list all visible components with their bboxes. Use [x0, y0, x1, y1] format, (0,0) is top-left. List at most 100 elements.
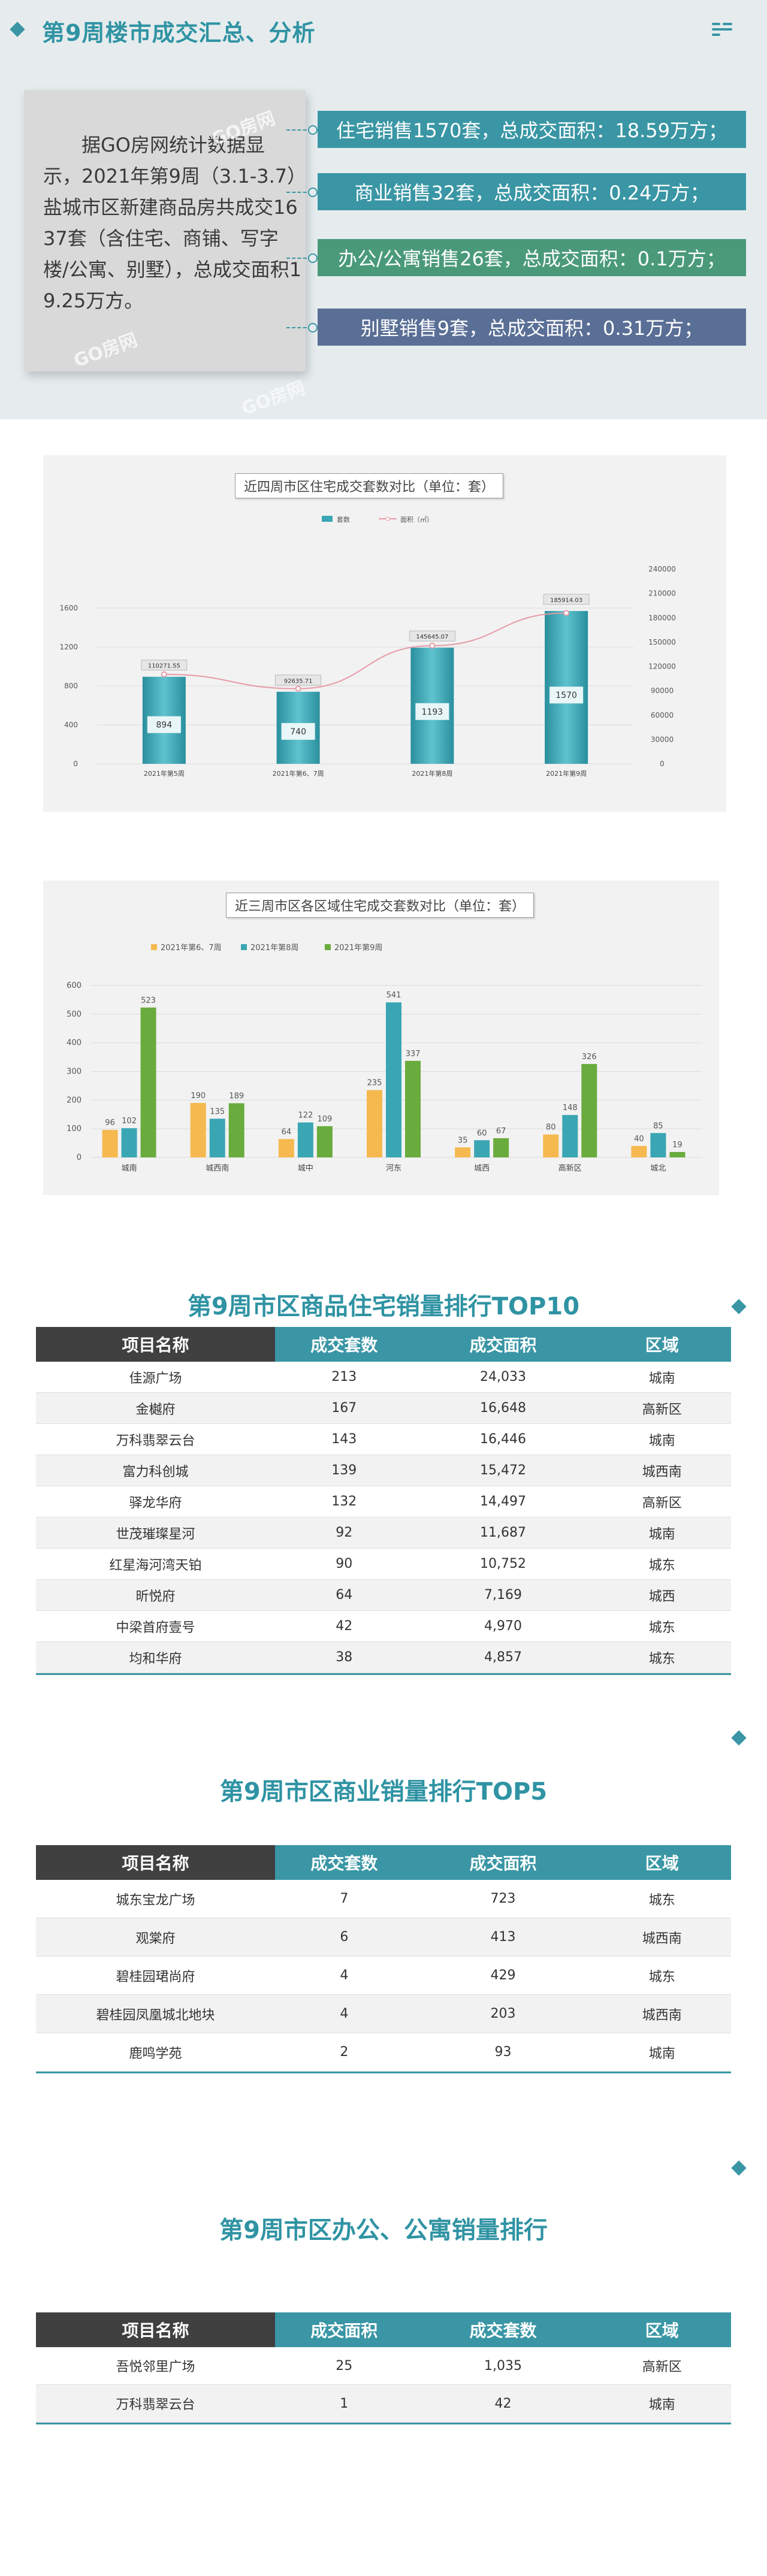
table-row: 昕悦府 64 7,169 城西 — [36, 1579, 731, 1611]
line-value-label: 145645.07 — [416, 634, 448, 640]
bar-value-label: 189 — [229, 1092, 244, 1101]
y-tick-right: 240000 — [648, 565, 676, 573]
table-cell: 7 — [275, 1880, 413, 1918]
table-cell: 132 — [274, 1486, 413, 1517]
stat-pill-commercial: 商业销售32套，总成交面积：0.24万方； — [318, 173, 746, 210]
table-cell: 139 — [274, 1455, 413, 1486]
chart-title: 近三周市区各区域住宅成交套数对比（单位：套） — [226, 893, 535, 918]
legend-label: 2021年第6、7周 — [161, 944, 222, 953]
table-cell: 城西南 — [593, 1994, 731, 2033]
x-tick-label: 2021年第9周 — [546, 769, 587, 778]
x-tick-label: 城西南 — [206, 1163, 229, 1173]
chart-title: 近四周市区住宅成交套数对比（单位：套） — [235, 473, 504, 498]
table-cell: 93 — [413, 2033, 593, 2072]
table-header-row: 项目名称 成交套数 成交面积 区域 — [36, 1845, 731, 1880]
table-row: 红星海河湾天铂 90 10,752 城东 — [36, 1548, 731, 1580]
table-cell: 4,970 — [413, 1610, 593, 1642]
y-tick-right: 0 — [660, 760, 665, 768]
legend-label: 2021年第9周 — [334, 944, 382, 953]
table-cell: 碧桂园凤凰城北地块 — [36, 1994, 276, 2033]
table-cell: 42 — [413, 2384, 593, 2423]
table-cell: 16,446 — [413, 1423, 593, 1455]
y-tick: 500 — [67, 1010, 81, 1019]
y-tick-left: 0 — [73, 760, 78, 768]
residential-top10-table: 项目名称 成交套数 成交面积 区域 佳源广场 213 24,033 城南 金樾府 167 16,64… — [36, 1327, 731, 1673]
table-cell: 2 — [275, 2033, 413, 2072]
table-cell: 高新区 — [593, 2347, 731, 2385]
legend-label-bar: 套数 — [337, 516, 350, 524]
table-row: 驿龙华府 132 14,497 高新区 — [36, 1486, 731, 1517]
table-cell: 万科翡翠云台 — [36, 1423, 275, 1455]
commercial-top5-table: 项目名称 成交套数 成交面积 区域 城东宝龙广场 7 723 城东 观棠府 6 413 城西南 碧桂园珺… — [36, 1845, 731, 2072]
bar — [209, 1118, 225, 1157]
y-tick-left: 1600 — [59, 604, 78, 612]
table-header-cell: 项目名称 — [36, 2312, 276, 2347]
table-header-cell: 区域 — [593, 2312, 731, 2347]
table-cell: 万科翡翠云台 — [36, 2384, 276, 2423]
line-label-box — [275, 675, 322, 686]
bar — [650, 1133, 666, 1157]
table-cell: 90 — [274, 1548, 413, 1580]
table-header-cell: 区域 — [593, 1845, 731, 1880]
table-header-cell: 成交套数 — [413, 2312, 593, 2347]
bar-value-label: 40 — [634, 1135, 644, 1144]
line-label-box — [543, 594, 590, 605]
table-cell: 城东 — [593, 1641, 731, 1673]
table-cell: 城西南 — [593, 1918, 731, 1957]
line-point — [161, 671, 167, 678]
line-point — [295, 685, 301, 692]
table-cell: 429 — [413, 1956, 593, 1995]
bar — [102, 1130, 118, 1157]
watermark: GO房网 — [238, 377, 309, 420]
table-header-cell: 区域 — [593, 1327, 731, 1362]
table-cell: 中梁首府壹号 — [36, 1610, 275, 1642]
table-cell: 203 — [413, 1994, 593, 2033]
bar — [121, 1128, 137, 1157]
bar — [228, 1103, 244, 1157]
table-cell: 城东 — [593, 1956, 731, 1995]
bar-label-box — [549, 687, 584, 704]
bar-value-label: 894 — [156, 721, 173, 730]
bar-value-label: 1193 — [422, 708, 443, 717]
bar — [140, 1007, 156, 1157]
y-tick: 100 — [67, 1124, 81, 1133]
bar — [405, 1060, 421, 1157]
table-cell: 16,648 — [413, 1392, 593, 1424]
table-row: 金樾府 167 16,648 高新区 — [36, 1392, 731, 1424]
stat-pill-villa: 别墅销售9套，总成交面积：0.31万方； — [318, 309, 746, 346]
table-cell: 高新区 — [593, 1486, 731, 1517]
table-cell: 167 — [274, 1392, 413, 1424]
table-cell: 413 — [413, 1918, 593, 1957]
y-tick: 300 — [67, 1068, 81, 1077]
x-tick-label: 河东 — [386, 1164, 401, 1173]
table2-title: 第9周市区商业销量排行TOP5 — [219, 1778, 548, 1806]
watermark: GO房网 — [71, 329, 141, 372]
y-tick: 400 — [67, 1039, 81, 1048]
legend-marker-line — [385, 516, 390, 521]
table-row: 城东宝龙广场 7 723 城东 — [36, 1880, 731, 1918]
table-bottom-rule — [36, 1673, 731, 1675]
office-table: 项目名称 成交面积 成交套数 区域 吾悦邻里广场 25 1,035 高新区 万科翡翠云台 1 42 城… — [36, 2312, 731, 2423]
table-cell: 城西南 — [593, 1455, 731, 1486]
connector-dot — [308, 323, 318, 332]
bar-value-label: 96 — [105, 1118, 115, 1127]
table-cell: 世茂璀璨星河 — [36, 1517, 275, 1549]
bar-value-label: 85 — [653, 1121, 663, 1130]
table-cell: 213 — [274, 1362, 413, 1393]
bar-label-box — [147, 716, 181, 733]
legend-swatch — [325, 944, 331, 950]
table-cell: 鹿鸣学苑 — [36, 2033, 276, 2072]
table-cell: 碧桂园珺尚府 — [36, 1956, 276, 1995]
diamond-icon — [731, 1730, 747, 1746]
bar — [455, 1147, 471, 1157]
y-tick-right: 120000 — [648, 663, 676, 671]
bar — [543, 1134, 559, 1157]
bar-value-label: 80 — [546, 1123, 556, 1132]
line-label-box — [141, 660, 188, 671]
table-cell: 6 — [275, 1918, 413, 1957]
weekly-chart: 套数 面积（㎡） 0 400 800 1200 1600 0 30000 60000 90000 12… — [59, 516, 676, 778]
y-tick-right: 150000 — [648, 638, 676, 646]
bar — [562, 1115, 578, 1157]
table-row: 中梁首府壹号 42 4,970 城东 — [36, 1610, 731, 1642]
bar-value-label: 102 — [122, 1117, 137, 1126]
